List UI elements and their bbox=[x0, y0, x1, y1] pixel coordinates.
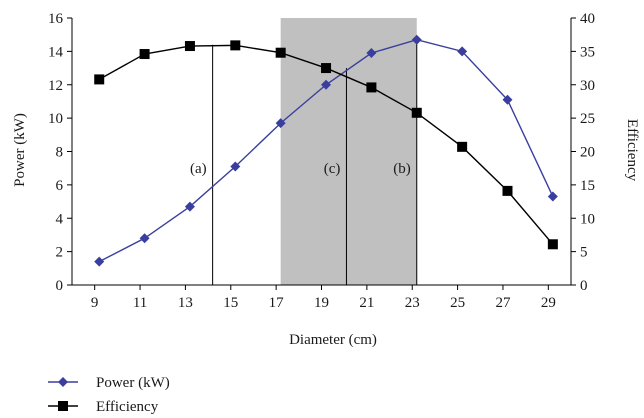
power-point-9 bbox=[502, 94, 513, 105]
power-point-7 bbox=[411, 34, 422, 45]
efficiency-point-8 bbox=[457, 141, 468, 152]
region-label-1: (c) bbox=[324, 161, 341, 177]
efficiency-point-4 bbox=[275, 47, 286, 58]
y-left-tick-label-4: 8 bbox=[56, 145, 64, 161]
power-point-3 bbox=[230, 161, 241, 172]
legend-efficiency-label: Efficiency bbox=[96, 399, 159, 415]
y-axis-right-title: Efficiency bbox=[624, 119, 640, 182]
power-point-5 bbox=[321, 79, 332, 90]
efficiency-point-0 bbox=[94, 74, 105, 85]
efficiency-point-1 bbox=[139, 49, 150, 60]
y-left-tick-label-3: 6 bbox=[56, 178, 64, 194]
x-tick-label-9: 27 bbox=[495, 295, 511, 311]
x-tick-label-0: 9 bbox=[91, 295, 99, 311]
shaded-region-layer bbox=[280, 18, 417, 285]
power-point-4 bbox=[275, 118, 286, 129]
x-tick-label-7: 23 bbox=[405, 295, 420, 311]
y-right-tick-label-6: 30 bbox=[580, 78, 595, 94]
y-axis-left-title: Power (kW) bbox=[12, 113, 28, 187]
legend-item-power: Power (kW) bbox=[48, 375, 170, 391]
y-left-tick-label-0: 0 bbox=[56, 278, 64, 294]
legend-item-efficiency: Efficiency bbox=[48, 399, 159, 415]
power-point-8 bbox=[457, 46, 468, 57]
efficiency-point-6 bbox=[366, 82, 377, 93]
x-tick-label-5: 19 bbox=[314, 295, 329, 311]
efficiency-point-9 bbox=[502, 185, 513, 196]
y-right-tick-label-0: 0 bbox=[580, 278, 588, 294]
x-tick-label-4: 17 bbox=[269, 295, 285, 311]
x-tick-label-10: 29 bbox=[541, 295, 556, 311]
y-right-tick-label-4: 20 bbox=[580, 145, 595, 161]
power-point-2 bbox=[184, 201, 195, 212]
axes-layer: 9 11 13 15 17 19 21 23 25 27 29 0 2 4 6 8 10 12 14 16 0 5 10 15… bbox=[48, 11, 595, 311]
shaded-region bbox=[280, 18, 417, 285]
power-point-10 bbox=[547, 191, 558, 202]
y-left-tick-label-2: 4 bbox=[56, 211, 64, 227]
x-tick-label-1: 11 bbox=[133, 295, 147, 311]
vertical-lines-layer bbox=[212, 39, 418, 285]
y-right-tick-label-8: 40 bbox=[580, 11, 595, 27]
y-left-tick-label-8: 16 bbox=[48, 11, 64, 27]
y-left-tick-label-7: 14 bbox=[48, 44, 64, 60]
power-point-6 bbox=[366, 48, 377, 59]
y-left-tick-label-6: 12 bbox=[48, 78, 63, 94]
region-label-2: (b) bbox=[393, 161, 411, 177]
x-tick-label-2: 13 bbox=[178, 295, 193, 311]
region-label-0: (a) bbox=[190, 161, 207, 177]
y-right-tick-label-3: 15 bbox=[580, 178, 595, 194]
y-left-tick-label-5: 10 bbox=[48, 111, 63, 127]
y-right-tick-label-7: 35 bbox=[580, 44, 595, 60]
efficiency-point-5 bbox=[321, 63, 332, 74]
efficiency-point-3 bbox=[230, 40, 241, 51]
y-left-tick-label-1: 2 bbox=[56, 245, 64, 261]
x-tick-label-3: 15 bbox=[223, 295, 238, 311]
x-tick-label-6: 21 bbox=[359, 295, 374, 311]
power-point-1 bbox=[139, 233, 150, 244]
legend-power-marker bbox=[58, 377, 68, 387]
legend-power-label: Power (kW) bbox=[96, 375, 170, 391]
x-axis-title: Diameter (cm) bbox=[289, 332, 377, 348]
power-point-0 bbox=[94, 256, 105, 267]
series-layer bbox=[94, 34, 558, 267]
legend-efficiency-marker bbox=[58, 401, 68, 411]
label-layer: (a) (c) (b) bbox=[190, 161, 411, 177]
x-tick-label-8: 25 bbox=[450, 295, 465, 311]
efficiency-point-7 bbox=[411, 107, 422, 118]
y-right-tick-label-2: 10 bbox=[580, 211, 595, 227]
y-right-tick-label-1: 5 bbox=[580, 245, 588, 261]
efficiency-point-2 bbox=[184, 41, 195, 52]
y-right-tick-label-5: 25 bbox=[580, 111, 595, 127]
efficiency-point-10 bbox=[547, 239, 558, 250]
legend: Power (kW) Efficiency bbox=[48, 375, 170, 415]
